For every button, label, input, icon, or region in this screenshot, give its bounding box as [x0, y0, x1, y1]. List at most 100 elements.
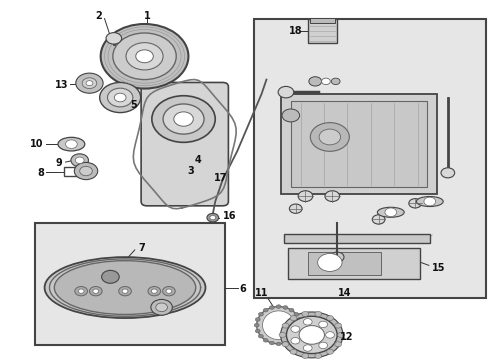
Circle shape [290, 338, 299, 344]
Circle shape [263, 309, 267, 312]
Text: 17: 17 [213, 173, 227, 183]
Circle shape [293, 312, 298, 316]
Circle shape [75, 157, 84, 163]
Bar [307, 252, 380, 275]
Circle shape [334, 323, 341, 328]
Circle shape [330, 252, 343, 262]
Circle shape [440, 168, 454, 178]
Circle shape [263, 338, 267, 342]
Circle shape [71, 154, 88, 167]
Circle shape [86, 81, 93, 86]
Circle shape [113, 33, 176, 80]
Ellipse shape [54, 261, 195, 315]
Circle shape [310, 123, 348, 151]
Text: 2: 2 [95, 11, 102, 21]
Circle shape [288, 309, 293, 312]
Circle shape [289, 204, 302, 213]
Circle shape [209, 216, 215, 220]
Circle shape [296, 329, 301, 333]
Circle shape [282, 323, 288, 328]
Circle shape [255, 329, 260, 333]
Circle shape [148, 287, 160, 296]
Polygon shape [262, 311, 294, 339]
Circle shape [107, 88, 133, 107]
Circle shape [318, 342, 327, 348]
Circle shape [100, 82, 141, 113]
Circle shape [80, 166, 92, 176]
Circle shape [114, 93, 126, 102]
Circle shape [303, 345, 311, 351]
Circle shape [89, 287, 102, 296]
Text: 10: 10 [30, 139, 43, 149]
Text: 6: 6 [239, 284, 246, 294]
Circle shape [102, 270, 119, 283]
Circle shape [289, 316, 296, 321]
Ellipse shape [58, 137, 84, 151]
Circle shape [325, 332, 334, 338]
Circle shape [279, 332, 285, 337]
Circle shape [330, 78, 339, 85]
Bar [35, 223, 224, 345]
Text: 14: 14 [337, 288, 350, 298]
Circle shape [280, 312, 342, 358]
Text: 4: 4 [194, 155, 201, 165]
Circle shape [308, 77, 321, 86]
Circle shape [303, 319, 311, 325]
Circle shape [152, 96, 215, 142]
Bar [283, 234, 429, 243]
Circle shape [282, 109, 299, 122]
Circle shape [301, 311, 308, 316]
Circle shape [283, 341, 287, 345]
Circle shape [384, 208, 396, 217]
Circle shape [156, 303, 167, 312]
Circle shape [65, 140, 77, 148]
Bar [290, 101, 427, 187]
Circle shape [319, 129, 340, 145]
Circle shape [126, 42, 163, 70]
Circle shape [334, 342, 341, 347]
Circle shape [325, 191, 339, 202]
Circle shape [162, 287, 175, 296]
Ellipse shape [44, 257, 205, 318]
Circle shape [106, 33, 122, 44]
Circle shape [93, 289, 99, 293]
Bar [288, 248, 419, 279]
Circle shape [151, 289, 157, 293]
Circle shape [337, 332, 344, 337]
Text: 18: 18 [288, 26, 302, 36]
Circle shape [269, 306, 274, 309]
Circle shape [289, 349, 296, 354]
Text: 16: 16 [222, 211, 236, 221]
Circle shape [296, 318, 301, 321]
Circle shape [101, 24, 188, 89]
Circle shape [290, 326, 299, 332]
Circle shape [293, 334, 298, 338]
Circle shape [314, 311, 321, 316]
Bar [281, 94, 436, 194]
Circle shape [301, 354, 308, 359]
Bar [254, 19, 485, 298]
Text: 11: 11 [254, 288, 268, 298]
Circle shape [276, 305, 281, 309]
Text: 1: 1 [143, 11, 150, 21]
Circle shape [165, 289, 171, 293]
Circle shape [78, 289, 84, 293]
Circle shape [299, 325, 324, 344]
Circle shape [136, 50, 153, 63]
Circle shape [119, 287, 131, 296]
Text: 12: 12 [339, 332, 352, 342]
Ellipse shape [415, 197, 442, 207]
Circle shape [298, 323, 303, 327]
Circle shape [76, 73, 103, 93]
Circle shape [82, 78, 97, 89]
Circle shape [423, 197, 435, 206]
Circle shape [276, 342, 281, 346]
Circle shape [408, 199, 421, 208]
Circle shape [317, 253, 341, 271]
Text: 13: 13 [54, 80, 68, 90]
Circle shape [258, 334, 263, 338]
Circle shape [74, 162, 98, 180]
Circle shape [314, 354, 321, 359]
Text: 15: 15 [431, 263, 445, 273]
Circle shape [321, 78, 330, 85]
